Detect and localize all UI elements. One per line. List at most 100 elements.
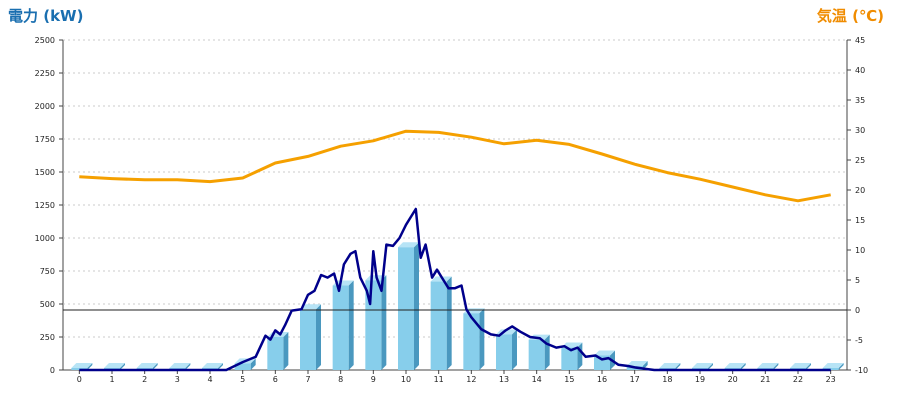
bar-face	[463, 313, 480, 370]
right-tick-label: 5	[855, 276, 860, 285]
x-tick-label: 5	[240, 375, 245, 384]
right-tick-label: 30	[855, 126, 865, 135]
bar-face	[561, 347, 578, 370]
bar	[300, 304, 321, 370]
x-tick-label: 21	[760, 375, 770, 384]
right-tick-label: 35	[855, 96, 865, 105]
bar-face	[234, 363, 251, 370]
bar-side	[675, 363, 681, 370]
bar-side	[479, 308, 485, 370]
x-tick-label: 10	[401, 375, 411, 384]
x-tick-label: 18	[662, 375, 672, 384]
bar-face	[528, 339, 545, 370]
x-tick-label: 12	[466, 375, 476, 384]
left-tick-label: 1000	[35, 234, 55, 243]
bar-top	[430, 276, 452, 282]
bar	[528, 334, 550, 370]
x-tick-label: 17	[630, 375, 640, 384]
x-tick-label: 8	[338, 375, 343, 384]
x-tick-label: 14	[532, 375, 542, 384]
bar-side	[806, 363, 811, 370]
x-tick-label: 9	[371, 375, 376, 384]
x-tick-label: 16	[597, 375, 607, 384]
bar-side	[120, 363, 125, 370]
bar-side	[773, 363, 779, 370]
bar-side	[218, 363, 223, 370]
bar-side	[381, 275, 387, 370]
bar-side	[250, 358, 256, 370]
left-tick-label: 750	[40, 267, 55, 276]
bar-side	[185, 363, 191, 370]
bar-side	[740, 363, 746, 370]
right-tick-label: 10	[855, 246, 865, 255]
x-tick-label: 0	[77, 375, 82, 384]
right-tick-label: 0	[855, 306, 860, 315]
left-tick-label: 500	[40, 300, 55, 309]
x-tick-label: 3	[175, 375, 180, 384]
x-tick-label: 20	[728, 375, 738, 384]
bar-top	[398, 242, 419, 248]
right-tick-label: 15	[855, 216, 865, 225]
bar-face	[496, 334, 512, 370]
bar-top	[71, 363, 93, 368]
bar	[267, 332, 289, 370]
bar-top	[692, 363, 713, 368]
x-tick-label: 13	[499, 375, 509, 384]
right-tick-label: 20	[855, 186, 865, 195]
bar-side	[446, 276, 452, 370]
bar-top	[104, 363, 125, 368]
bar-face	[332, 285, 349, 370]
right-tick-label: -10	[855, 366, 868, 375]
bar-face	[267, 337, 284, 370]
bar-top	[626, 361, 648, 367]
power-line	[79, 207, 831, 372]
x-tick-label: 7	[305, 375, 310, 384]
bar-top	[822, 363, 844, 368]
bar	[365, 275, 387, 370]
bar-top	[659, 363, 681, 368]
right-axis-title: 気温 (℃)	[816, 7, 884, 25]
bar	[332, 280, 354, 370]
bar-side	[316, 304, 321, 370]
left-tick-label: 2000	[35, 102, 55, 111]
bar-top	[169, 363, 191, 368]
x-tick-label: 19	[695, 375, 705, 384]
left-tick-label: 2250	[35, 69, 55, 78]
x-tick-label: 4	[207, 375, 212, 384]
x-tick-label: 11	[434, 375, 444, 384]
right-tick-label: 45	[855, 36, 865, 45]
left-tick-label: 1750	[35, 135, 55, 144]
bar-top	[724, 363, 746, 368]
bar-top	[202, 363, 223, 368]
bar-side	[283, 332, 289, 370]
bar-side	[512, 329, 517, 370]
bar	[430, 276, 452, 370]
left-tick-label: 0	[50, 366, 55, 375]
x-tick-label: 15	[564, 375, 574, 384]
temperature-line	[79, 129, 831, 203]
bar	[398, 242, 419, 370]
left-tick-label: 1500	[35, 168, 55, 177]
bar-side	[87, 363, 93, 370]
left-tick-label: 1250	[35, 201, 55, 210]
bar-side	[544, 334, 550, 370]
right-tick-label: 40	[855, 66, 865, 75]
bar-top	[594, 350, 615, 356]
bar-top	[136, 363, 158, 368]
bar	[463, 308, 485, 370]
bar-face	[300, 309, 316, 370]
right-tick-label: -5	[855, 336, 863, 345]
bar-face	[430, 281, 447, 370]
x-tick-label: 22	[793, 375, 803, 384]
right-tick-label: 25	[855, 156, 865, 165]
left-axis-title: 電力 (kW)	[8, 7, 84, 25]
x-tick-label: 2	[142, 375, 147, 384]
bar-side	[348, 280, 354, 370]
left-tick-label: 2500	[35, 36, 55, 45]
bar-side	[838, 363, 844, 370]
x-tick-label: 6	[273, 375, 278, 384]
bar-side	[152, 363, 158, 370]
x-tick-label: 1	[109, 375, 114, 384]
bar-side	[414, 242, 419, 370]
